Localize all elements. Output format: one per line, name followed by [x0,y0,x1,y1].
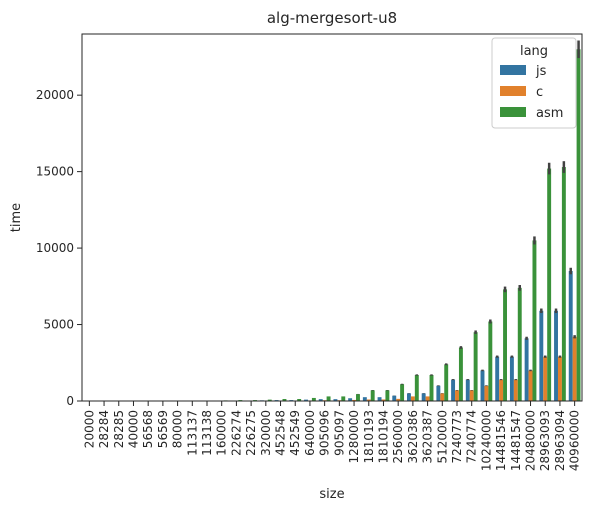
legend-label-c: c [536,85,543,100]
bar-asm [385,390,389,401]
x-tick-label: 5120000 [435,410,449,463]
bar-js [392,396,396,401]
bar-asm [474,332,478,401]
bar-asm [562,167,566,401]
x-tick-label: 452549 [288,410,302,456]
bar-asm [415,375,419,401]
y-tick-label: 0 [66,394,74,408]
y-axis-label: time [9,203,24,232]
legend: lang js c asm [492,38,576,128]
x-tick-label: 160000 [215,410,229,456]
legend-label-js: js [535,64,547,79]
x-tick-label: 905097 [332,410,346,456]
bar-js [539,311,543,401]
bar-js [510,357,514,401]
bar-asm [371,390,375,401]
bar-js [481,370,485,401]
x-tick-label: 7240773 [450,410,464,463]
x-axis-ticks: 20000 28284 28285 40000 56568 56569 80000 11313… [82,401,581,471]
x-tick-label: 40960000 [568,410,582,471]
bar-asm [459,347,463,401]
bar-c [484,386,488,401]
bar-asm [341,396,345,401]
bar-c [411,396,415,401]
x-tick-label: 226275 [244,410,258,456]
y-tick-label: 5000 [43,318,74,332]
legend-swatch-c [500,86,526,96]
bar-js [451,380,455,401]
x-tick-label: 20480000 [524,410,538,471]
x-tick-label: 28284 [97,410,111,448]
bar-asm [356,394,360,401]
x-tick-label: 2560000 [391,410,405,463]
x-tick-label: 905096 [318,410,332,456]
legend-swatch-asm [500,107,526,117]
x-tick-label: 14481547 [509,410,523,471]
x-tick-label: 1810193 [362,410,376,463]
x-tick-label: 320000 [259,410,273,456]
bar-c [470,390,474,401]
bar-asm [488,321,492,401]
bar-asm [503,289,507,401]
x-tick-label: 1280000 [347,410,361,463]
x-tick-label: 80000 [171,410,185,448]
x-tick-label: 640000 [303,410,317,456]
x-tick-label: 10240000 [479,410,493,471]
x-tick-label: 28963093 [538,410,552,471]
bar-asm [400,384,404,401]
x-tick-label: 20000 [82,410,96,448]
chart-title: alg-mergesort-u8 [267,9,397,27]
y-tick-label: 10000 [36,241,74,255]
legend-title: lang [520,44,548,59]
x-tick-label: 28963094 [553,410,567,471]
bar-js [525,338,529,401]
bar-c [529,370,533,401]
x-tick-label: 226274 [229,410,243,456]
bar-asm [532,240,536,401]
bar-c [514,380,518,401]
legend-swatch-js [500,65,526,75]
x-tick-label: 56568 [141,410,155,448]
y-axis-ticks: 0 5000 10000 15000 20000 [36,88,82,408]
bar-js [407,393,411,401]
bar-js [378,397,382,401]
x-tick-label: 1810194 [376,410,390,463]
bar-js [422,393,426,401]
y-tick-label: 15000 [36,165,74,179]
x-tick-label: 113137 [185,410,199,456]
x-tick-label: 3620387 [421,410,435,463]
bar-js [554,311,558,401]
y-tick-label: 20000 [36,88,74,102]
bar-c [440,393,444,401]
bar-js [466,380,470,401]
bar-c [558,357,562,401]
bar-c [455,390,459,401]
bar-asm [547,169,551,401]
x-tick-label: 452548 [274,410,288,456]
bar-c [543,357,547,401]
bar-asm [430,375,434,401]
bar-c [426,396,430,401]
x-tick-label: 14481546 [494,410,508,471]
bar-js [569,271,573,401]
x-axis-label: size [319,487,344,502]
x-tick-label: 40000 [126,410,140,448]
legend-label-asm: asm [536,106,563,121]
bar-c [499,380,503,401]
x-tick-label: 28285 [112,410,126,448]
bar-asm [327,396,331,401]
bar-asm [444,364,448,401]
x-tick-label: 113138 [200,410,214,456]
bar-js [363,397,367,401]
bar-asm [577,49,581,401]
x-tick-label: 7240774 [465,410,479,463]
bar-asm [518,288,522,401]
bar-js [495,357,499,401]
x-tick-label: 56569 [156,410,170,448]
bar-js [436,386,440,401]
bar-c [573,337,577,401]
x-tick-label: 3620386 [406,410,420,463]
